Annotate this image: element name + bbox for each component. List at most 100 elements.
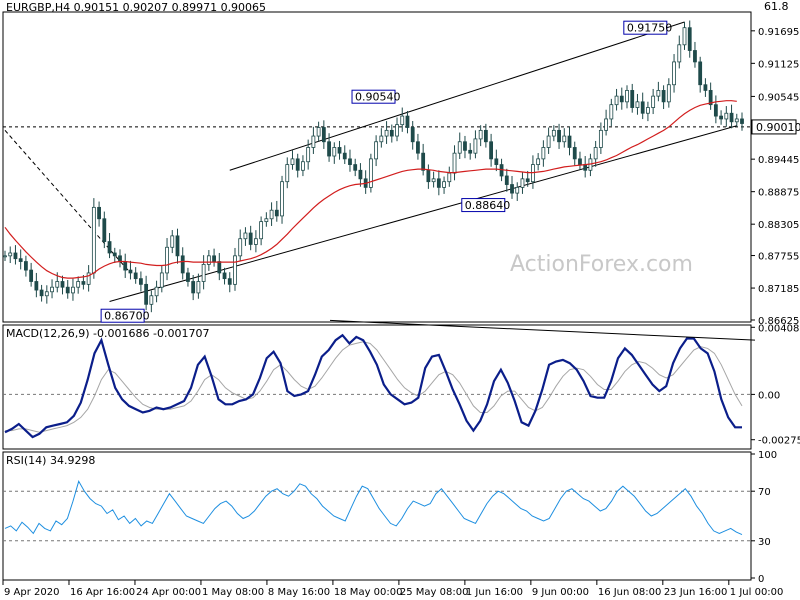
candle-body [97,206,101,220]
price-annotation-box [623,20,668,35]
candle-body [619,95,624,103]
candle-body [238,238,243,257]
candle-body [259,221,264,240]
candle-body [24,261,28,271]
candle-body [71,286,75,294]
candle-body [551,129,556,137]
candle-body [353,164,358,171]
candle-body [666,84,671,103]
candle-body [374,141,379,160]
candle-body [452,152,457,174]
fib-label: 61.8 [764,0,789,13]
price-annotation-label: 0.90540 [355,91,401,104]
candle-body [186,272,190,282]
rsi-line [4,480,743,536]
candle-body [253,238,258,245]
candle-body [280,181,284,217]
candle-body [489,141,494,160]
candle-body [243,232,248,240]
price-ytick-label: 0.90545 [758,92,799,103]
candle-body [541,147,546,160]
candle-body [368,158,373,188]
candle-body [175,235,180,257]
price-ytick-label: 0.91125 [758,59,799,70]
candle-body [646,107,650,114]
x-tick-label: 9 Jun 00:00 [532,587,589,598]
candle-body [536,158,541,165]
macd-ytick-label: 0.004083 [758,323,800,334]
candle-body [687,27,692,51]
current-price-label: 0.90010 [756,121,800,134]
candle-body [740,118,744,124]
candle-body [515,186,520,194]
candle-body [212,255,216,262]
candle-body [457,141,462,154]
candle-body [76,281,81,288]
candle-body [264,218,269,223]
candle-body [337,147,342,154]
candle-body [635,101,640,108]
candle-body [520,178,525,188]
price-ytick-label: 0.87185 [758,284,799,295]
candle-body [3,255,7,258]
candle-body [494,158,499,165]
candle-body [416,141,420,154]
candle-body [13,252,18,260]
candle-body [614,95,619,106]
candle-body [389,129,394,137]
candle-body [724,112,729,120]
candle-body [734,118,739,123]
candle-body [227,278,232,285]
candle-body [274,209,279,217]
candle-body [468,149,473,154]
candle-body [447,172,452,183]
candle-body [672,61,676,86]
x-tick-label: 1 May 08:00 [202,587,264,598]
candle-body [567,135,572,148]
signal-line [5,341,743,433]
macd-title: MACD(12,26,9) -0.001686 -0.001707 [6,327,209,340]
candle-body [729,112,734,123]
candle-body [301,161,305,171]
candle-body [384,129,389,137]
candle-body [358,169,363,180]
candle-body [421,152,426,171]
candle-body [34,281,39,291]
candle-body [442,181,446,188]
candle-body [217,261,222,274]
price-title: EURGBP,H4 0.90151 0.90207 0.89971 0.9006… [6,1,266,14]
candle-body [159,272,164,288]
candle-body [557,129,561,143]
x-tick-label: 24 Apr 00:00 [136,587,201,598]
price-panel [2,11,752,323]
candle-body [400,115,405,126]
candle-body [154,286,159,297]
candle-body [463,141,467,151]
candle-body [483,129,488,143]
candle-body [609,104,614,120]
candle-body [102,218,107,242]
candle-body [60,281,65,288]
price-ytick-label: 0.91695 [758,27,799,38]
candle-body [165,246,169,274]
candle-body [546,135,551,148]
candle-body [201,263,206,282]
rsi-panel [2,451,752,581]
candle-body [206,255,211,265]
candle-body [708,90,713,106]
x-tick-label: 9 Apr 2020 [4,587,59,598]
candle-body [379,135,384,143]
candle-body [405,115,410,128]
price-annotation-box [100,308,145,323]
price-ytick-label: 0.87755 [758,252,799,263]
candle-body [65,286,70,294]
candle-body [91,206,96,274]
x-tick-label: 23 Jun 16:00 [664,587,728,598]
candle-body [604,118,608,131]
channel-line [109,125,737,302]
price-annotation-box [351,89,396,104]
moving-average-line [4,100,737,279]
macd-trend-line [329,319,756,341]
candle-body [170,235,175,248]
